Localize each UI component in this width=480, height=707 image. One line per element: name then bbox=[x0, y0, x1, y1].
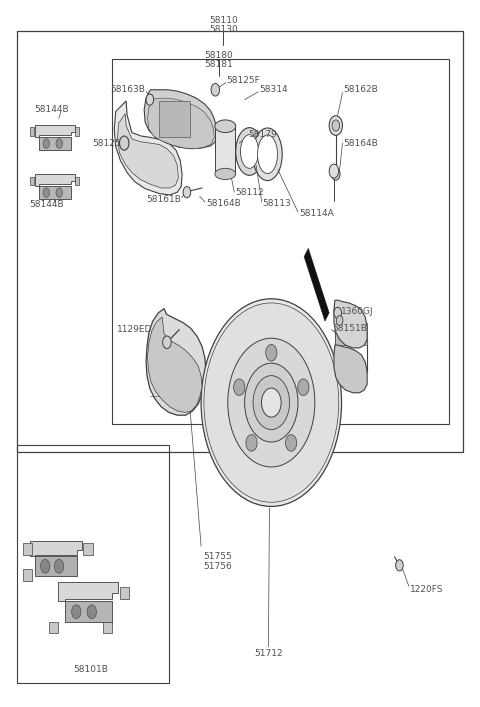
Text: 58125: 58125 bbox=[92, 139, 120, 148]
Text: 1360GJ: 1360GJ bbox=[341, 307, 373, 316]
Polygon shape bbox=[30, 177, 34, 185]
Polygon shape bbox=[159, 101, 190, 137]
Text: 58314: 58314 bbox=[259, 86, 288, 94]
Circle shape bbox=[204, 303, 339, 502]
Polygon shape bbox=[30, 541, 82, 556]
Polygon shape bbox=[39, 186, 72, 199]
Text: 1220FS: 1220FS bbox=[410, 585, 444, 594]
Text: 58179: 58179 bbox=[249, 130, 277, 139]
Circle shape bbox=[234, 379, 245, 395]
Circle shape bbox=[201, 299, 342, 506]
Polygon shape bbox=[75, 127, 79, 136]
Ellipse shape bbox=[54, 559, 64, 573]
Polygon shape bbox=[35, 125, 75, 137]
Polygon shape bbox=[114, 101, 182, 195]
Circle shape bbox=[253, 375, 289, 430]
Circle shape bbox=[246, 435, 257, 451]
Circle shape bbox=[266, 344, 277, 361]
Circle shape bbox=[183, 187, 191, 198]
Bar bbox=[17, 31, 463, 452]
Ellipse shape bbox=[43, 188, 49, 197]
Text: 58161B: 58161B bbox=[146, 194, 180, 204]
Polygon shape bbox=[75, 177, 79, 185]
Polygon shape bbox=[335, 322, 367, 345]
Text: 58112: 58112 bbox=[235, 187, 264, 197]
Circle shape bbox=[332, 168, 340, 180]
Circle shape bbox=[329, 164, 339, 178]
Circle shape bbox=[163, 336, 171, 349]
Polygon shape bbox=[147, 98, 215, 148]
Ellipse shape bbox=[43, 139, 49, 148]
Ellipse shape bbox=[258, 135, 277, 174]
Text: 58162B: 58162B bbox=[343, 86, 378, 94]
Text: 51756: 51756 bbox=[203, 562, 232, 571]
Circle shape bbox=[228, 338, 315, 467]
Circle shape bbox=[334, 308, 342, 318]
Circle shape bbox=[396, 560, 403, 571]
Ellipse shape bbox=[253, 128, 282, 180]
Ellipse shape bbox=[215, 168, 236, 180]
Text: 58163B: 58163B bbox=[110, 86, 145, 94]
Polygon shape bbox=[146, 309, 206, 415]
Text: 58181: 58181 bbox=[204, 60, 233, 69]
Polygon shape bbox=[216, 127, 235, 174]
Text: 58164B: 58164B bbox=[343, 139, 378, 148]
Polygon shape bbox=[30, 127, 34, 136]
Polygon shape bbox=[35, 174, 75, 186]
Polygon shape bbox=[144, 90, 217, 148]
Polygon shape bbox=[304, 248, 329, 321]
Text: 58125F: 58125F bbox=[227, 76, 261, 85]
Polygon shape bbox=[58, 583, 118, 601]
Text: 58144B: 58144B bbox=[34, 105, 69, 114]
Text: 58164B: 58164B bbox=[206, 199, 240, 208]
Text: 58110: 58110 bbox=[209, 16, 238, 25]
Bar bbox=[17, 445, 169, 683]
Polygon shape bbox=[35, 556, 76, 575]
Ellipse shape bbox=[40, 559, 50, 573]
Polygon shape bbox=[39, 137, 72, 150]
Polygon shape bbox=[147, 317, 202, 412]
Ellipse shape bbox=[240, 134, 259, 168]
Circle shape bbox=[211, 83, 219, 96]
Text: 58151B: 58151B bbox=[333, 324, 367, 333]
Circle shape bbox=[332, 120, 340, 131]
Ellipse shape bbox=[215, 120, 236, 132]
Polygon shape bbox=[334, 345, 367, 393]
Ellipse shape bbox=[236, 128, 263, 175]
Polygon shape bbox=[118, 114, 179, 188]
Ellipse shape bbox=[56, 139, 62, 148]
Text: 51755: 51755 bbox=[203, 552, 232, 561]
Polygon shape bbox=[334, 300, 367, 348]
Polygon shape bbox=[23, 569, 32, 581]
Polygon shape bbox=[120, 587, 129, 599]
Circle shape bbox=[245, 363, 298, 442]
Polygon shape bbox=[64, 601, 111, 621]
Ellipse shape bbox=[72, 604, 81, 619]
Polygon shape bbox=[49, 621, 58, 633]
Ellipse shape bbox=[56, 188, 62, 197]
Text: 58101B: 58101B bbox=[73, 665, 108, 674]
Polygon shape bbox=[84, 543, 93, 555]
Circle shape bbox=[286, 435, 297, 451]
Polygon shape bbox=[23, 543, 32, 555]
Text: 58180: 58180 bbox=[204, 51, 233, 60]
Circle shape bbox=[146, 94, 154, 105]
Circle shape bbox=[120, 136, 129, 150]
Circle shape bbox=[262, 388, 281, 417]
Text: 58114A: 58114A bbox=[299, 209, 334, 218]
Circle shape bbox=[336, 315, 343, 325]
Polygon shape bbox=[103, 621, 112, 633]
Text: 58144B: 58144B bbox=[29, 200, 63, 209]
Text: 1129ED: 1129ED bbox=[117, 325, 153, 334]
Circle shape bbox=[298, 379, 309, 395]
Circle shape bbox=[329, 116, 342, 135]
Text: 58113: 58113 bbox=[263, 199, 291, 208]
Text: 58130: 58130 bbox=[209, 25, 238, 34]
Ellipse shape bbox=[87, 604, 96, 619]
Bar bbox=[112, 59, 449, 423]
Text: 51712: 51712 bbox=[254, 649, 283, 658]
